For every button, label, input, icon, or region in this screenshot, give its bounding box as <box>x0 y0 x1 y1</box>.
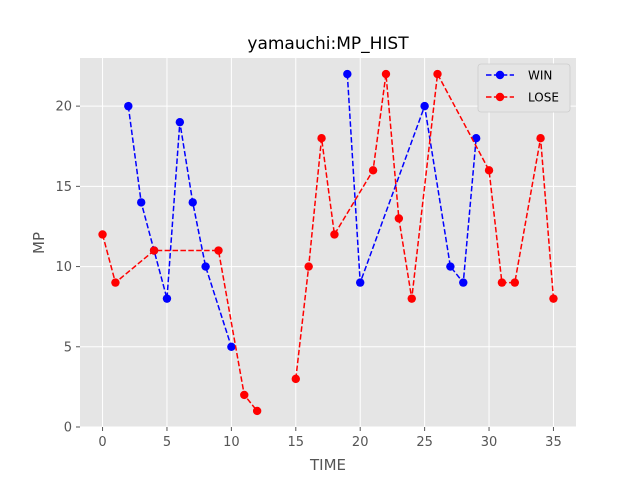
point-lose <box>304 262 313 271</box>
chart-title: yamauchi:MP_HIST <box>247 34 409 54</box>
point-lose <box>497 278 507 287</box>
x-tick-label: 30 <box>481 435 498 450</box>
point-win <box>446 262 455 271</box>
point-lose <box>433 69 442 79</box>
point-win <box>471 134 481 143</box>
ticks: 0 5 10 15 20 25 30 35 0 5 10 15 20 <box>55 100 561 450</box>
x-axis-label: TIME <box>309 456 346 474</box>
y-tick-label: 0 <box>64 421 72 436</box>
x-tick-label: 25 <box>416 435 433 450</box>
legend-label-win: WIN <box>528 69 552 83</box>
point-lose <box>291 374 300 384</box>
point-lose <box>510 278 520 287</box>
point-lose <box>394 214 404 223</box>
series-layer <box>98 69 558 416</box>
x-tick-label: 10 <box>223 435 240 450</box>
y-tick-label: 10 <box>55 260 72 275</box>
x-tick-label: 0 <box>98 435 106 450</box>
legend-marker-lose <box>495 92 505 102</box>
series-line-lose <box>101 234 258 412</box>
point-lose <box>407 294 416 303</box>
point-lose <box>368 166 378 175</box>
plot-area <box>80 58 576 427</box>
y-tick-label: 15 <box>55 180 72 195</box>
x-tick-label: 20 <box>352 435 369 450</box>
series-lose <box>98 69 558 416</box>
x-tick-label: 35 <box>545 435 562 450</box>
legend: WIN LOSE <box>477 63 571 113</box>
point-lose <box>240 390 249 400</box>
y-tick-label: 20 <box>55 100 72 115</box>
x-tick-label: 5 <box>163 435 171 450</box>
x-tick-label: 15 <box>288 435 305 450</box>
point-lose <box>149 246 159 255</box>
point-lose <box>111 278 120 287</box>
point-win <box>124 101 133 111</box>
point-win <box>201 262 210 271</box>
point-lose <box>214 246 223 255</box>
y-tick-label: 5 <box>64 340 72 355</box>
point-win <box>188 198 197 207</box>
series-line-win <box>127 106 233 348</box>
series-line-win <box>346 73 477 285</box>
point-lose <box>317 134 326 143</box>
y-axis-label: MP <box>30 232 48 254</box>
point-lose <box>252 406 262 416</box>
point-win <box>459 278 468 287</box>
point-win <box>343 69 352 79</box>
point-win <box>227 342 236 351</box>
point-lose <box>381 69 391 79</box>
point-win <box>175 117 185 127</box>
legend-marker-win <box>495 70 505 80</box>
legend-box <box>477 63 571 113</box>
point-lose <box>536 134 545 143</box>
point-lose <box>549 294 558 303</box>
point-win <box>136 198 146 207</box>
point-win <box>162 294 172 303</box>
point-win <box>420 101 429 111</box>
legend-label-lose: LOSE <box>528 91 559 105</box>
point-win <box>356 278 365 287</box>
point-lose <box>330 230 339 239</box>
series-win <box>124 69 481 351</box>
point-lose <box>484 166 494 175</box>
point-lose <box>98 230 107 239</box>
